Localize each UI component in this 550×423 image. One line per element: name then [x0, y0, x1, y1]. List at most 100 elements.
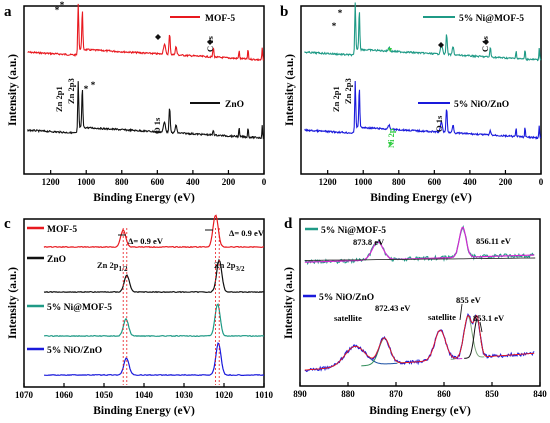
- panel-d-fit-envelope: [304, 314, 535, 371]
- panel-b-peak-marker: *: [332, 21, 337, 31]
- panel-c-delta-label: Δ= 0.9 eV: [128, 236, 164, 246]
- panel-b-xtick-label: 0: [539, 177, 544, 187]
- panel-c-legend-label: 5% Ni@MOF-5: [47, 303, 112, 313]
- panel-d-xtick-label: 840: [533, 389, 547, 399]
- panel-d-series-nimof5-line: [304, 225, 535, 266]
- panel-a-xtick-label: 600: [151, 177, 165, 187]
- panel-c-series-line: [44, 303, 265, 338]
- panel-c-legend-label: MOF-5: [47, 225, 77, 235]
- panel-a-xtick-label: 800: [115, 177, 129, 187]
- panel-c-xtick-label: 1040: [135, 390, 154, 400]
- panel-c-ylabel: Intensity (a.u.): [7, 267, 19, 339]
- panel-b-zn2p1-label: Zn 2p1: [331, 86, 341, 112]
- panel-d-peak-label: 855 eV: [456, 295, 482, 305]
- panel-c-legend-label: ZnO: [47, 255, 66, 265]
- panel-b-letter: b: [280, 4, 288, 20]
- panel-c-letter: c: [4, 216, 11, 232]
- plot-layer: 1200 1000 800 600 400 200 0 1200 1000 800 600 400 20…: [15, 0, 547, 400]
- panel-a-xtick-label: 1000: [77, 177, 96, 187]
- panel-a-xtick-label: 400: [186, 177, 200, 187]
- panel-c-xtick-label: 1070: [15, 390, 34, 400]
- panel-b-peak-marker: [438, 42, 444, 48]
- panel-a-zn2p1-label: Zn 2p1: [54, 86, 64, 112]
- panel-a-o1s-label: O 1s: [152, 117, 162, 134]
- panel-a-ylabel: Intensity (a.u.): [7, 54, 19, 126]
- panel-d-xtick-label: 880: [341, 389, 355, 399]
- panel-a-peak-marker: *: [60, 0, 65, 10]
- panel-d-peak-label: satellite: [428, 312, 456, 322]
- panel-a-xtick-label: 200: [222, 177, 236, 187]
- panel-d-peak-label: 872.43 eV: [375, 303, 411, 313]
- panel-a-legend-label-zno: ZnO: [225, 100, 244, 110]
- panel-b-xtick-label: 400: [463, 177, 477, 187]
- panel-d-frame: [299, 218, 541, 387]
- panel-c-zn2p32-label: Zn 2p3/2: [214, 260, 245, 273]
- panel-b-series-nio-zno-line: [304, 80, 542, 140]
- panel-c-xtick-label: 1010: [255, 390, 274, 400]
- panel-b-legend-label-nio-zno: 5% NiO/ZnO: [454, 100, 509, 110]
- panel-d-fit-envelope: [304, 226, 535, 263]
- panel-b-series-nimof5-line: [304, 2, 542, 62]
- panel-a-series-zno-line: [27, 81, 265, 140]
- panel-d-xlabel: Binding Energy (eV): [369, 405, 471, 417]
- panel-b-xtick-label: 600: [428, 177, 442, 187]
- panel-b-legend-label-nimof5: 5% Ni@MOF-5: [459, 14, 524, 24]
- panel-b-ni2p-label: Ni 2p: [386, 128, 396, 148]
- panel-d-legend-label-nio-zno: 5% NiO/ZnO: [319, 293, 374, 303]
- panel-a-peak-marker: [155, 34, 161, 40]
- panel-c-zn2p12-main: Zn 2p: [97, 260, 119, 270]
- panel-d-xtick-label: 850: [485, 389, 499, 399]
- panel-a-xtick-label: 1200: [42, 177, 61, 187]
- panel-c-series-line: [43, 258, 265, 294]
- panel-d-xtick-label: 870: [389, 389, 403, 399]
- panel-b-peak-marker: [483, 39, 489, 45]
- panel-a-legend-label-mof5: MOF-5: [205, 14, 235, 24]
- panel-d-peak-label: satellite: [334, 313, 362, 323]
- panel-a-xtick-label: 0: [262, 177, 267, 187]
- panel-c-xtick-label: 1020: [215, 390, 234, 400]
- panel-c-zn2p32-main: Zn 2p: [214, 260, 236, 270]
- panel-a-series-mof5-line: [27, 3, 265, 62]
- panel-a-xlabel: Binding Energy (eV): [93, 192, 195, 204]
- panel-a-frame: [23, 5, 265, 175]
- panel-d-pointer: [479, 321, 483, 333]
- panel-d-xtick-label: 890: [293, 389, 307, 399]
- panel-b-ni-marker: [388, 142, 392, 146]
- panel-b-xlabel: Binding Energy (eV): [370, 192, 472, 204]
- panel-c-delta-label: Δ= 0.9 eV: [229, 228, 265, 238]
- panel-c-legend-label: 5% NiO/ZnO: [47, 346, 102, 356]
- panel-b-xtick-label: 200: [499, 177, 513, 187]
- panel-d-background: [304, 257, 536, 261]
- panel-c-series-line: [43, 214, 264, 249]
- panel-b-frame: [300, 5, 542, 175]
- panel-b-o1s-label: O 1s: [434, 115, 444, 132]
- panel-c-xtick-label: 1050: [95, 390, 114, 400]
- panel-d-ylabel: Intensity (a.u.): [283, 267, 295, 339]
- panel-b-zn2p3-label: Zn 2p3: [343, 78, 353, 104]
- panel-b-ylabel: Intensity (a.u.): [284, 54, 296, 126]
- panel-c-xtick-label: 1060: [55, 390, 74, 400]
- panel-c-zn2p32-sub: 3/2: [236, 265, 245, 273]
- panel-a-zn2p3-label: Zn 2p3: [66, 78, 76, 104]
- panel-b-xtick-label: 800: [392, 177, 406, 187]
- panel-b-xtick-label: 1200: [319, 177, 338, 187]
- panel-c-series-line: [44, 342, 265, 377]
- panel-c-xlabel: Binding Energy (eV): [93, 405, 195, 417]
- panel-c-xtick-label: 1030: [175, 390, 194, 400]
- panel-a-peak-marker: *: [84, 84, 89, 94]
- panel-d-peak-label: 873.8 eV: [353, 237, 385, 247]
- panel-b-xtick-label: 1000: [354, 177, 373, 187]
- panel-a-letter: a: [4, 4, 12, 20]
- panel-b-peak-marker: *: [338, 8, 343, 18]
- panel-d-letter: d: [284, 216, 293, 232]
- panel-d-series-nio-zno-line: [304, 312, 535, 373]
- panel-a-peak-marker: [207, 39, 213, 45]
- panel-d-peak-label: 853.1 eV: [473, 313, 505, 323]
- panel-a-peak-marker: *: [91, 80, 96, 90]
- panel-b-ni-marker: [388, 48, 392, 52]
- panel-d-legend-label-nimof5: 5% Ni@MOF-5: [321, 226, 386, 236]
- panel-d-xtick-label: 860: [437, 389, 451, 399]
- panel-a-peak-marker: *: [55, 5, 60, 15]
- panel-d-pointer: [459, 303, 463, 321]
